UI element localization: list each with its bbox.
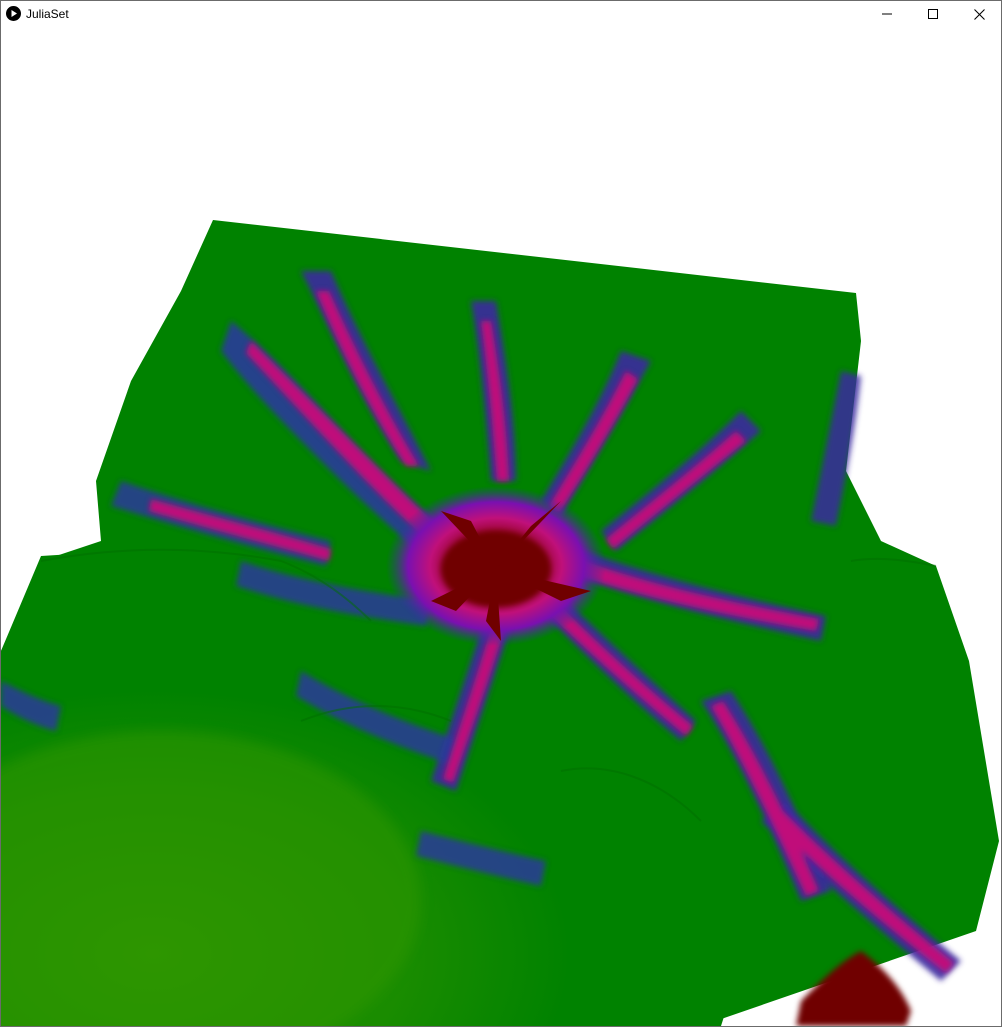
terrace-ridges — [40, 548, 937, 822]
minimize-icon — [882, 13, 892, 15]
fractal-core — [386, 486, 911, 1026]
play-circle-icon — [6, 6, 21, 21]
close-button[interactable] — [956, 1, 1001, 27]
render-canvas[interactable] — [1, 27, 1001, 1026]
window-title: JuliaSet — [26, 7, 69, 21]
title-bar[interactable]: JuliaSet — [1, 1, 1001, 27]
minimize-button[interactable] — [864, 1, 910, 27]
maximize-icon — [928, 9, 938, 19]
close-icon — [973, 8, 985, 20]
julia-set-surface — [1, 220, 999, 1026]
maximize-button[interactable] — [910, 1, 956, 27]
